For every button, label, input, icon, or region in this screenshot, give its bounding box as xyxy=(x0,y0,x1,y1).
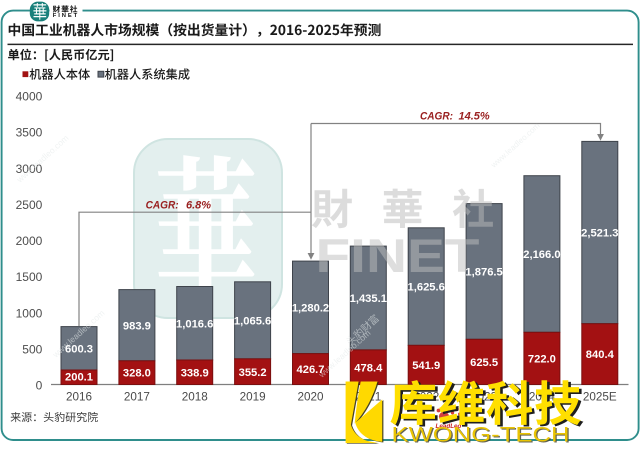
svg-text:1,435.1: 1,435.1 xyxy=(350,293,387,305)
svg-text:LeadLeo: LeadLeo xyxy=(436,423,462,430)
svg-text:www.leadleo.com: www.leadleo.com xyxy=(14,133,71,185)
svg-text:983.9: 983.9 xyxy=(123,320,151,332)
svg-text:FINET: FINET xyxy=(53,13,79,19)
svg-text:840.4: 840.4 xyxy=(586,349,615,361)
svg-text:1,625.6: 1,625.6 xyxy=(408,282,445,294)
svg-text:2000: 2000 xyxy=(16,234,43,248)
svg-text:CAGR:: CAGR: xyxy=(146,199,179,211)
svg-text:1000: 1000 xyxy=(16,306,43,320)
svg-text:2,521.3: 2,521.3 xyxy=(581,228,618,240)
svg-text:328.0: 328.0 xyxy=(123,368,151,380)
svg-text:1500: 1500 xyxy=(16,270,43,284)
svg-text:2020: 2020 xyxy=(297,390,324,403)
svg-text:3000: 3000 xyxy=(16,162,43,176)
svg-text:1,280.2: 1,280.2 xyxy=(292,303,329,315)
svg-text:CAGR:: CAGR: xyxy=(420,110,453,122)
svg-text:2500: 2500 xyxy=(16,198,43,212)
svg-text:338.9: 338.9 xyxy=(181,367,209,379)
svg-text:1,876.5: 1,876.5 xyxy=(465,267,502,279)
svg-text:722.0: 722.0 xyxy=(528,354,556,366)
svg-text:14.5%: 14.5% xyxy=(459,110,490,122)
svg-text:200.1: 200.1 xyxy=(65,371,93,383)
svg-text:4000: 4000 xyxy=(16,89,43,103)
svg-text:www.leadleo.com: www.leadleo.com xyxy=(489,121,542,170)
svg-text:KWONG-TECH: KWONG-TECH xyxy=(392,423,570,447)
svg-text:625.5: 625.5 xyxy=(470,357,498,369)
svg-text:500: 500 xyxy=(22,343,42,357)
svg-text:2016: 2016 xyxy=(66,390,92,403)
svg-text:426.7: 426.7 xyxy=(297,364,325,376)
svg-text:0: 0 xyxy=(36,379,43,393)
svg-text:600.3: 600.3 xyxy=(65,343,93,355)
svg-text:1,016.6: 1,016.6 xyxy=(176,318,213,330)
svg-text:2019: 2019 xyxy=(240,390,266,403)
svg-text:355.2: 355.2 xyxy=(239,367,267,379)
svg-text:2018: 2018 xyxy=(182,390,208,403)
svg-text:1,065.6: 1,065.6 xyxy=(234,315,271,327)
svg-text:2017: 2017 xyxy=(124,390,150,403)
svg-text:KWONG-TECH: KWONG-TECH xyxy=(393,423,571,447)
svg-text:FINET: FINET xyxy=(316,229,480,282)
svg-text:3500: 3500 xyxy=(16,126,43,140)
svg-text:478.4: 478.4 xyxy=(354,362,383,374)
svg-text:2,166.0: 2,166.0 xyxy=(523,249,560,261)
svg-text:6.8%: 6.8% xyxy=(186,199,211,211)
svg-text:541.9: 541.9 xyxy=(412,360,440,372)
svg-text:2025E: 2025E xyxy=(583,390,617,403)
